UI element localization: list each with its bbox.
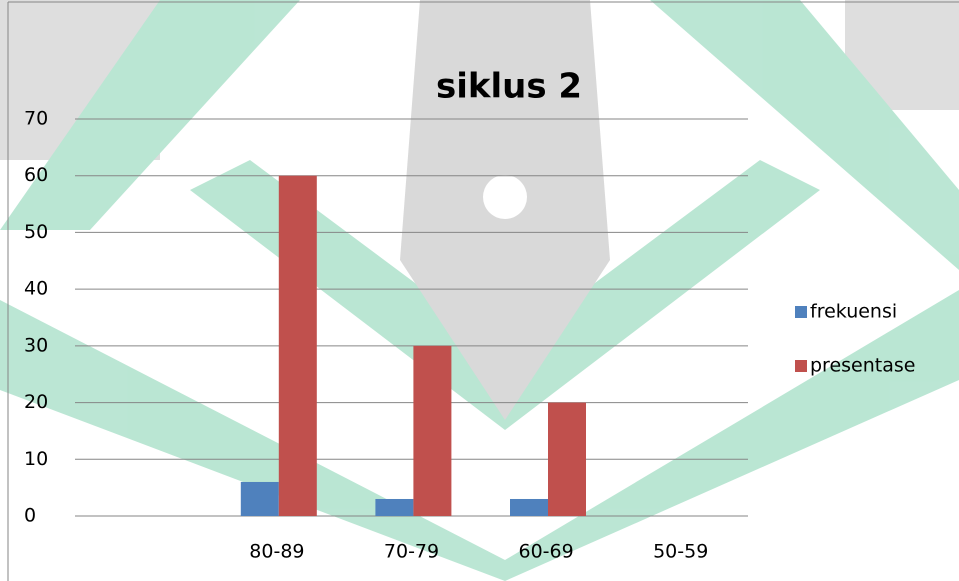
bar	[279, 176, 317, 516]
legend-swatch	[795, 306, 807, 318]
chart-title: siklus 2	[436, 67, 582, 107]
bar	[510, 499, 548, 516]
y-tick-label: 20	[24, 391, 48, 413]
x-tick-label: 80-89	[249, 541, 304, 563]
chart: siklus 2 0 10 20 30 40 50 60 70 80-89 70-79 60-69 5…	[0, 0, 959, 581]
legend-label: presentase	[810, 355, 915, 377]
legend-swatch	[795, 360, 807, 372]
y-tick-label: 40	[24, 278, 48, 300]
x-tick-label: 50-59	[653, 541, 708, 563]
y-tick-label: 0	[24, 505, 36, 527]
legend-label: frekuensi	[810, 301, 897, 323]
bar	[241, 482, 279, 516]
x-tick-label: 60-69	[518, 541, 573, 563]
y-tick-label: 10	[24, 448, 48, 470]
y-tick-label: 70	[24, 108, 48, 130]
y-tick-label: 30	[24, 334, 48, 356]
bar	[548, 403, 586, 516]
bar	[413, 346, 451, 516]
y-tick-label: 50	[24, 221, 48, 243]
bar	[375, 499, 413, 516]
x-tick-label: 70-79	[384, 541, 439, 563]
y-tick-label: 60	[24, 164, 48, 186]
